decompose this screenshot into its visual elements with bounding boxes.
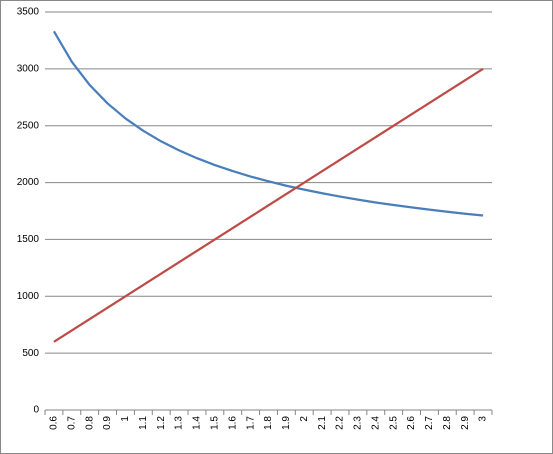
x-tick-label: 0.8 <box>84 416 95 430</box>
y-tick-label: 2500 <box>17 120 40 131</box>
x-tick-label: 0.9 <box>102 416 113 430</box>
x-tick-label: 2.7 <box>424 416 435 430</box>
x-tick-label: 2.3 <box>353 416 364 430</box>
y-tick-label: 1500 <box>17 234 40 245</box>
x-tick-label: 2.4 <box>370 416 381 430</box>
x-tick-label: 1.9 <box>281 416 292 430</box>
y-tick-label: 2000 <box>17 177 40 188</box>
y-tick-label: 500 <box>22 348 39 359</box>
x-tick-label: 1.1 <box>138 416 149 430</box>
y-tick-label: 3000 <box>17 63 40 74</box>
x-tick-label: 2.9 <box>460 416 471 430</box>
x-tick-label: 1.5 <box>210 416 221 430</box>
x-tick-label: 2.6 <box>406 416 417 430</box>
x-tick-label: 2.2 <box>335 416 346 430</box>
x-tick-label: 1.8 <box>263 416 274 430</box>
series-line <box>52 30 484 217</box>
x-tick-label: 2.5 <box>388 416 399 430</box>
y-tick-label: 3500 <box>17 7 40 18</box>
y-tick-label: 1000 <box>17 291 40 302</box>
x-tick-label: 1.4 <box>192 416 203 430</box>
x-tick-label: 3 <box>478 416 489 422</box>
x-tick-label: 2.1 <box>317 416 328 430</box>
x-tick-label: 2 <box>299 416 310 422</box>
x-tick-label: 1 <box>120 416 131 422</box>
x-tick-label: 1.7 <box>245 416 256 430</box>
x-tick-label: 1.6 <box>227 416 238 430</box>
x-tick-label: 0.6 <box>49 416 60 430</box>
y-tick-label: 0 <box>33 405 39 416</box>
x-tick-label: 0.7 <box>66 416 77 430</box>
x-tick-label: 2.8 <box>442 416 453 430</box>
x-tick-label: 1.3 <box>174 416 185 430</box>
series-line <box>53 67 484 343</box>
x-tick-label: 1.2 <box>156 416 167 430</box>
